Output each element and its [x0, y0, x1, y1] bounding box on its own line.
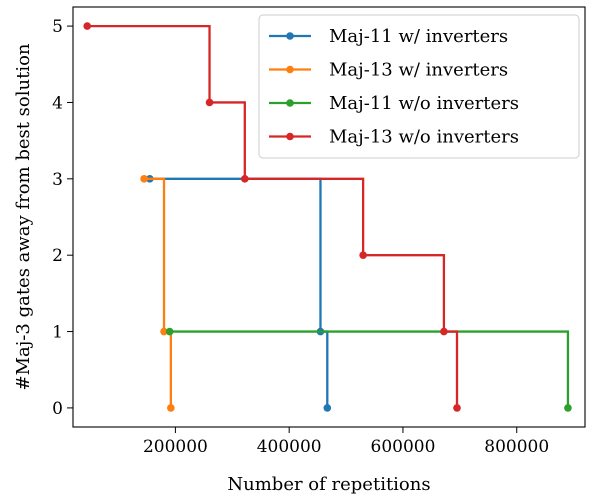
legend-item: Maj-11 w/o inverters	[269, 93, 519, 114]
y-tick-label: 5	[52, 17, 63, 37]
legend-marker	[286, 99, 294, 107]
data-point	[160, 327, 168, 336]
data-point	[453, 404, 461, 412]
data-point	[165, 327, 174, 336]
y-axis-ticks: 0 1 2 3 4 5	[52, 17, 73, 419]
series-2	[140, 175, 175, 412]
legend-item: Maj-11 w/ inverters	[269, 26, 508, 47]
x-axis-ticks: 200000 400000 600000 800000	[143, 427, 549, 457]
data-point	[205, 98, 214, 107]
series-3	[165, 327, 572, 412]
legend-marker	[286, 32, 294, 40]
data-point	[140, 175, 148, 183]
legend-item: Maj-13 w/ inverters	[269, 60, 508, 81]
x-tick-label: 400000	[257, 437, 322, 457]
series-line	[149, 177, 329, 408]
data-point	[241, 175, 249, 183]
legend-marker	[286, 132, 294, 141]
axes-frame	[72, 6, 586, 428]
y-tick-label: 3	[52, 170, 63, 190]
legend-box	[258, 14, 580, 159]
data-point	[359, 251, 367, 259]
x-tick-label: 600000	[371, 437, 436, 457]
legend-label: Maj-13 w/ inverters	[329, 60, 508, 81]
series-line	[169, 330, 570, 408]
plot-area	[83, 22, 572, 412]
x-tick-label: 800000	[484, 437, 549, 457]
x-tick-label: 200000	[143, 437, 208, 457]
legend-marker	[286, 65, 294, 74]
y-tick-label: 0	[52, 399, 63, 419]
y-axis-label: #Maj-3 gates away from best solution	[13, 43, 34, 390]
data-point	[323, 404, 332, 412]
legend-label: Maj-13 w/o inverters	[329, 127, 519, 148]
legend-item: Maj-13 w/o inverters	[269, 127, 519, 148]
series-line	[144, 177, 172, 408]
legend-label: Maj-11 w/o inverters	[329, 93, 519, 114]
data-point	[167, 404, 175, 412]
y-tick-label: 1	[52, 323, 63, 343]
data-point	[83, 22, 92, 30]
legend-label: Maj-11 w/ inverters	[329, 26, 508, 47]
x-axis-label: Number of repetitions	[227, 474, 430, 495]
y-tick-label: 2	[52, 246, 63, 266]
series-1	[146, 175, 332, 412]
series-line	[87, 24, 459, 408]
series-4	[83, 22, 461, 412]
data-point	[440, 327, 448, 336]
legend: Maj-11 w/ inverters Maj-13 w/ inverters Ma…	[258, 14, 580, 159]
data-point	[564, 404, 572, 412]
y-tick-label: 4	[52, 93, 63, 113]
